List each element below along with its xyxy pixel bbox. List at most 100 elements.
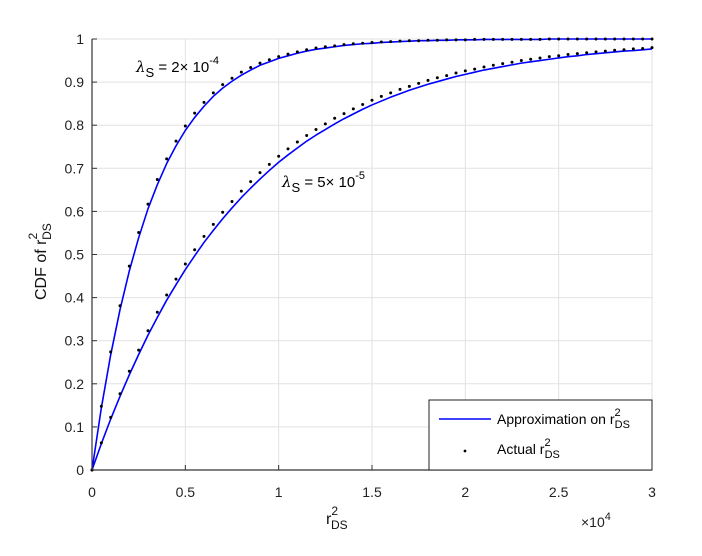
actual-data-point [127,264,131,268]
approximation-line [91,48,653,471]
actual-data-point [445,38,449,42]
y-tick-label: 1 [76,31,84,47]
actual-data-point [211,222,215,226]
actual-data-point [305,48,309,52]
actual-data-point [407,84,411,88]
y-tick-label: 0.5 [65,247,85,263]
actual-data-point [417,81,421,85]
actual-data-point [165,293,169,297]
actual-data-point [482,37,486,41]
actual-data-point [193,248,197,252]
actual-data-point [435,38,439,42]
actual-data-point [510,60,514,64]
actual-data-point [445,74,449,78]
actual-data-point [641,37,645,41]
actual-data-point [333,116,337,120]
actual-data-point [267,162,271,166]
actual-data-point [286,147,290,151]
actual-data-point [482,65,486,69]
actual-data-point [594,50,598,54]
actual-data-point [202,100,206,104]
actual-data-point [361,41,365,45]
actual-data-point [267,58,271,62]
actual-data-point [473,37,477,41]
actual-data-point [174,139,178,143]
actual-data-point [622,48,626,52]
x-multiplier: ×104 [581,511,611,530]
actual-data-point [594,37,598,41]
actual-data-point [155,310,159,314]
actual-data-point [435,76,439,80]
actual-data-point [351,107,355,111]
actual-data-point [575,37,579,41]
actual-data-point [314,46,318,50]
actual-data-point [99,441,103,445]
actual-data-point [379,40,383,44]
actual-data-point [146,202,150,206]
actual-data-point [333,44,337,48]
actual-data-point [501,62,505,66]
actual-data-point [127,369,131,373]
x-tick-label: 2.5 [549,484,569,500]
actual-data-point [650,46,654,50]
actual-data-point [305,134,309,138]
actual-data-point [622,37,626,41]
actual-data-point [529,57,533,61]
actual-data-point [557,37,561,41]
actual-data-point [342,112,346,116]
y-axis-label: CDF of r2DS [26,223,54,300]
actual-data-point [566,37,570,41]
x-axis-label: r2 DS [326,504,348,532]
actual-data-point [631,47,635,51]
actual-data-point [211,91,215,95]
actual-data-point [295,140,299,144]
actual-data-point [491,37,495,41]
actual-data-point [547,37,551,41]
actual-data-point [510,37,514,41]
y-tick-label: 0.9 [65,74,85,90]
actual-data-point [538,56,542,60]
actual-data-point [202,234,206,238]
y-tick-label: 0.2 [65,376,85,392]
actual-data-point [407,39,411,43]
actual-data-point [277,154,281,158]
x-tick-label: 3 [648,484,656,500]
actual-data-point [379,94,383,98]
actual-data-point [221,210,225,214]
legend-label-actual: Actual r2 DS [497,437,560,461]
y-tick-label: 0.8 [65,117,85,133]
actual-data-point [323,45,327,49]
actual-data-point [613,37,617,41]
actual-data-point [529,37,533,41]
actual-data-point [454,38,458,42]
actual-data-point [519,37,523,41]
actual-data-point [137,348,141,352]
y-tick-label: 0.3 [65,333,85,349]
y-tick-label: 0.6 [65,203,85,219]
x-tick-label: 2 [461,484,469,500]
actual-data-point [165,157,169,161]
actual-data-point [249,65,253,69]
actual-data-point [174,277,178,281]
actual-data-point [221,83,225,87]
actual-data-point [258,61,262,65]
actual-data-point [249,180,253,184]
actual-data-point [323,122,327,126]
actual-data-point [650,37,654,41]
y-tick-label: 0.4 [65,290,85,306]
actual-data-point [118,392,122,396]
x-tick-label: 0 [88,484,96,500]
actual-data-point [258,171,262,175]
actual-data-point [519,59,523,63]
actual-data-point [370,40,374,44]
actual-data-point [557,54,561,58]
actual-data-point [239,189,243,193]
x-tick-label: 1 [275,484,283,500]
y-tick-label: 0.7 [65,160,85,176]
actual-data-point [491,63,495,67]
actual-data-point [230,76,234,80]
actual-data-point [286,52,290,56]
actual-data-point [183,124,187,128]
actual-data-point [230,199,234,203]
actual-data-point [613,48,617,52]
